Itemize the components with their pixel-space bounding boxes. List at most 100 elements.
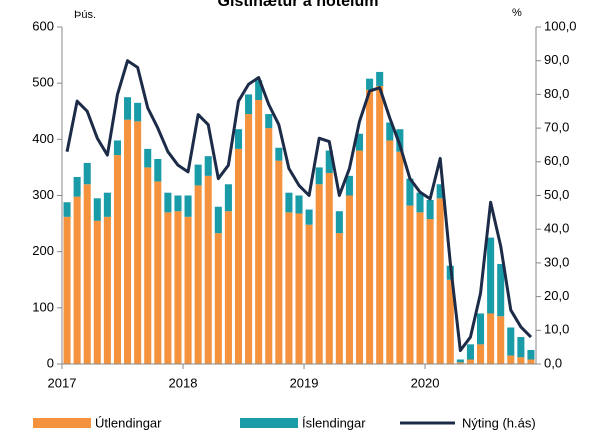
bar-segment — [214, 233, 222, 364]
y2-tick-label: 40,0 — [544, 221, 569, 236]
y2-tick-label: 50,0 — [544, 187, 569, 202]
bar-segment — [406, 205, 414, 364]
bar-segment — [224, 184, 232, 212]
y-tick-label: 600 — [32, 18, 54, 33]
legend-swatch — [240, 418, 298, 428]
bar-segment — [204, 156, 212, 176]
bar-segment — [466, 344, 474, 360]
bar-segment — [164, 192, 172, 213]
bar-segment — [355, 150, 364, 364]
bar-segment — [376, 85, 384, 364]
y2-tick-label: 30,0 — [544, 254, 569, 269]
bar-segment — [315, 167, 323, 185]
legend-swatch — [33, 418, 91, 428]
bar-segment — [335, 211, 343, 234]
bar-segment — [477, 313, 485, 345]
bar-segment — [325, 150, 333, 174]
bar-segment — [285, 192, 293, 213]
bar-segment — [144, 167, 152, 364]
bar-segment — [416, 192, 424, 213]
bar-segment — [456, 362, 464, 364]
bar-segment — [255, 100, 263, 365]
y2-tick-label: 100,0 — [544, 18, 577, 33]
x-tick-label: 2020 — [411, 375, 440, 390]
y2-tick-label: 0,0 — [544, 355, 562, 370]
bar-segment — [376, 71, 384, 86]
legend-label: Útlendingar — [95, 415, 162, 430]
bar-segment — [325, 173, 333, 364]
bar-segment — [396, 129, 404, 152]
bar-segment — [83, 184, 91, 364]
legend-label: Nýting (h.ás) — [462, 415, 536, 430]
bar-segment — [345, 175, 353, 196]
bar-segment — [113, 140, 121, 156]
line — [65, 59, 533, 353]
y2-axis-label: % — [512, 7, 522, 19]
y-tick-label: 500 — [32, 75, 54, 90]
bar-segment — [113, 155, 121, 364]
y2-tick-label: 70,0 — [544, 120, 569, 135]
bar-segment — [436, 184, 444, 199]
bar-segment — [63, 216, 71, 364]
bar-segment — [335, 233, 343, 364]
bar-segment — [386, 122, 394, 141]
bar-segment — [154, 158, 162, 182]
bar-segment — [366, 78, 374, 90]
bar-segment — [124, 119, 132, 364]
bar-segment — [103, 192, 111, 217]
bar-segment — [517, 357, 525, 364]
bar-segment — [527, 359, 535, 364]
y-tick-label: 100 — [32, 299, 54, 314]
bar-segment — [255, 80, 263, 101]
bar-segment — [275, 160, 283, 364]
bar-segment — [275, 147, 283, 161]
bar-segment — [396, 151, 404, 364]
bar-segment — [285, 212, 293, 364]
y2-tick-label: 60,0 — [544, 153, 569, 168]
bar-segment — [103, 216, 111, 364]
bar-segment — [477, 344, 485, 364]
bar-segment — [194, 164, 202, 186]
bar-segment — [305, 224, 313, 364]
bar-segment — [406, 178, 414, 206]
bar-segment — [497, 264, 505, 317]
bar-segment — [174, 211, 182, 364]
bar-segment — [184, 195, 192, 217]
bar-segment — [63, 202, 71, 217]
bar-segment — [194, 185, 202, 364]
bar-segment — [426, 199, 434, 220]
bar-segment — [416, 212, 424, 364]
y-tick-label: 400 — [32, 131, 54, 146]
bar-segment — [466, 359, 474, 364]
bar-segment — [295, 213, 303, 364]
bar-segment — [386, 140, 394, 364]
bar-segment — [305, 209, 313, 225]
bar-segment — [154, 181, 162, 364]
y2-tick-label: 80,0 — [544, 86, 569, 101]
bar-segment — [184, 216, 192, 364]
bar-segment — [487, 313, 495, 364]
y-tick-label: 200 — [32, 243, 54, 258]
bar-segment — [234, 148, 243, 364]
bar-segment — [73, 176, 81, 197]
y-tick-label: 300 — [32, 187, 54, 202]
bar-segment — [426, 219, 434, 364]
bar-segment — [527, 349, 535, 360]
bar-segment — [265, 128, 273, 364]
bar-segment — [83, 162, 91, 185]
bar-segment — [164, 212, 172, 364]
bar-segment — [366, 89, 374, 364]
bar-segment — [124, 97, 132, 120]
bar-segment — [446, 279, 454, 364]
bar-segment — [517, 337, 525, 358]
bar-segment — [507, 355, 515, 364]
bar-segment — [265, 114, 273, 129]
bar-segment — [93, 198, 101, 221]
x-tick-label: 2019 — [290, 375, 319, 390]
bar-segment — [456, 359, 464, 363]
bar-segment — [144, 148, 152, 168]
bar-segment — [204, 175, 212, 364]
y2-tick-label: 20,0 — [544, 288, 569, 303]
y-tick-label: 0 — [47, 355, 54, 370]
